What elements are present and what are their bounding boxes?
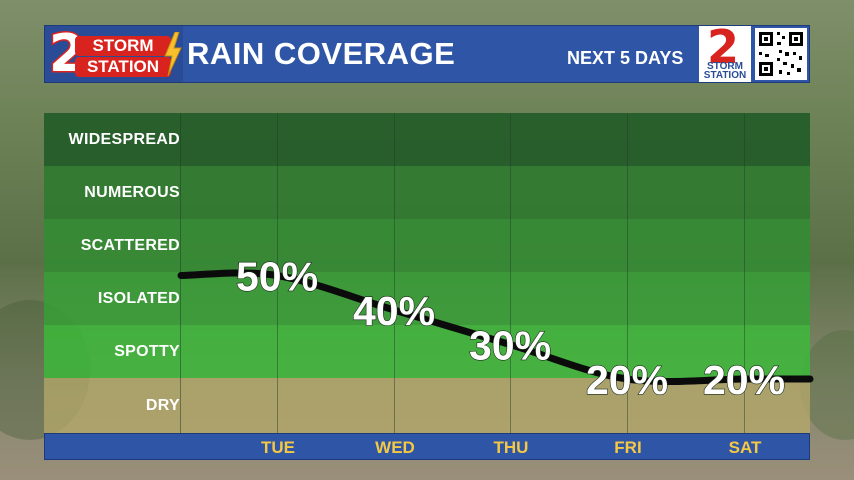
grid-line <box>744 113 745 433</box>
station-logo-storm: STORM <box>707 61 743 72</box>
band-widespread: WIDESPREAD <box>44 113 810 166</box>
logo-station-text: STATION <box>75 57 171 77</box>
coverage-line <box>177 269 814 386</box>
coverage-chart: WIDESPREAD NUMEROUS SCATTERED ISOLATED S… <box>44 113 810 433</box>
band-spotty: SPOTTY <box>44 325 810 378</box>
x-tick-label: WED <box>375 438 415 457</box>
page-subtitle: NEXT 5 DAYS <box>567 48 684 68</box>
x-axis-bar: TUE WED THU FRI SAT <box>44 433 810 460</box>
band-scattered: SCATTERED <box>44 219 810 272</box>
x-tick-label: THU <box>493 438 529 457</box>
band-numerous: NUMEROUS <box>44 166 810 219</box>
y-category-label: DRY <box>145 397 180 414</box>
y-category-label: WIDESPREAD <box>68 131 180 148</box>
x-tick-label: TUE <box>261 438 295 457</box>
data-label: 20% <box>703 357 785 403</box>
y-category-label: ISOLATED <box>97 290 180 307</box>
page-title: RAIN COVERAGE <box>187 36 456 71</box>
grid-line <box>394 113 395 433</box>
grid-line <box>510 113 511 433</box>
lightning-bolt-icon <box>164 32 182 76</box>
data-label: 20% <box>586 357 668 403</box>
data-label: 50% <box>236 254 318 300</box>
logo-storm-text: STORM <box>75 36 171 56</box>
qr-code-icon <box>755 28 807 80</box>
storm-station-logo: 2 STORM STATION <box>45 23 183 86</box>
data-label: 40% <box>353 288 435 334</box>
station-logo-station: STATION <box>703 70 747 81</box>
station-logo-number: 2 <box>707 20 740 74</box>
rain-coverage-line-plot: 50% 40% 30% 20% 20% <box>177 253 814 404</box>
data-label: 30% <box>469 323 551 369</box>
x-tick-label: SAT <box>728 438 762 457</box>
x-tick-label: FRI <box>614 438 642 457</box>
y-category-label: SPOTTY <box>114 343 180 360</box>
grid-line <box>627 113 628 433</box>
band-dry: DRY <box>44 378 810 433</box>
station-logo: 2 STORM STATION <box>699 20 751 82</box>
y-category-label: SCATTERED <box>80 237 180 254</box>
y-category-label: NUMEROUS <box>84 184 180 201</box>
header-bar: 2 STORM STATION RAIN COVERAGE NEXT 5 DAY… <box>44 20 810 86</box>
